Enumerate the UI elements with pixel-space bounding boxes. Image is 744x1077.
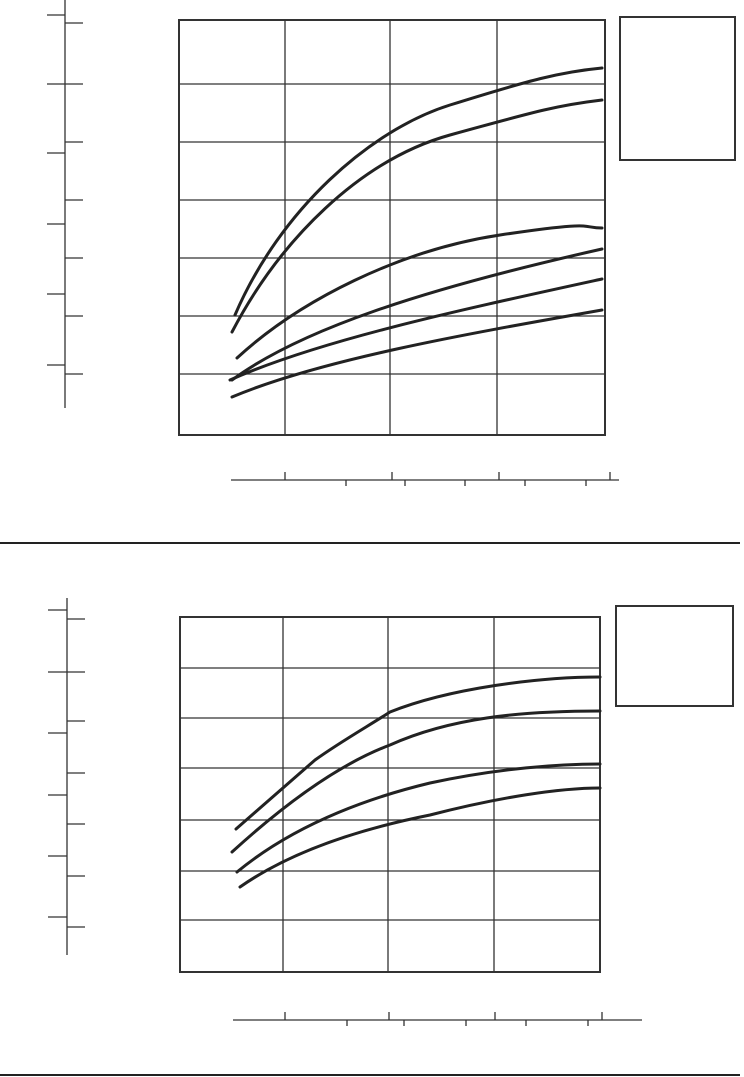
curves — [228, 66, 604, 399]
curve — [238, 786, 602, 889]
left-scale-ticks — [47, 14, 83, 375]
legend-box — [615, 605, 734, 707]
horizontal-grid — [179, 83, 605, 375]
horizontal-grid — [180, 667, 600, 921]
curve — [235, 224, 604, 360]
curve — [230, 308, 604, 399]
bottom-scale — [231, 472, 619, 486]
bottom-scale — [233, 1012, 642, 1026]
vertical-grid — [284, 20, 498, 435]
curve — [230, 98, 604, 334]
top-chart — [47, 0, 736, 486]
curve — [230, 247, 604, 382]
curve — [228, 277, 604, 382]
curves — [230, 675, 602, 889]
plot-frame — [179, 616, 601, 973]
curve — [234, 675, 602, 831]
plot-frame — [178, 19, 606, 436]
left-scale-ticks — [48, 609, 85, 928]
bottom-chart — [48, 598, 734, 1026]
curve — [235, 762, 602, 874]
curve — [230, 709, 602, 854]
legend-box — [619, 16, 736, 161]
curve — [233, 66, 604, 317]
